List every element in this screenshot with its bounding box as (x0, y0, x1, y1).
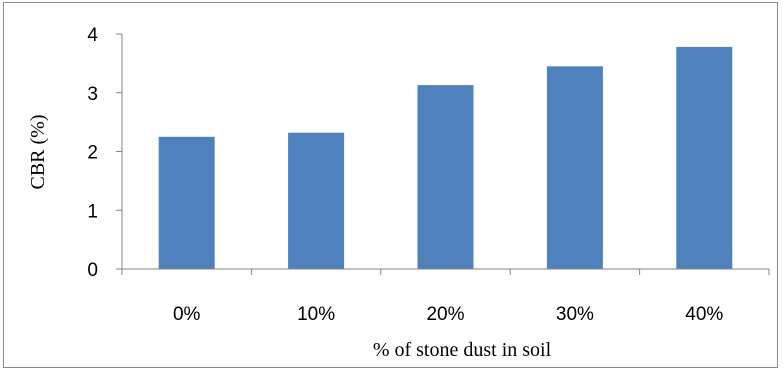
chart-area (3, 2, 778, 368)
x-tick-label: 0% (173, 304, 201, 325)
bar-1 (288, 132, 345, 269)
y-tick-label: 1 (87, 201, 98, 222)
y-axis-title: CBR (%) (27, 115, 49, 190)
y-ticks-group: 0 1 2 3 4 (87, 25, 122, 281)
x-tick-label: 40% (685, 304, 723, 325)
x-tick-label: 20% (426, 304, 464, 325)
bar-2 (417, 85, 474, 269)
x-axis-title: % of stone dust in soil (373, 339, 552, 361)
y-tick-label: 4 (87, 25, 98, 46)
bars-group (158, 46, 733, 269)
y-tick-label: 3 (87, 84, 98, 105)
y-tick-label: 0 (87, 260, 98, 281)
x-ticks-group: 0% 10% 20% 30% 40% (121, 269, 770, 325)
x-tick-label: 10% (297, 304, 335, 325)
bar-3 (546, 66, 603, 269)
y-tick-label: 2 (87, 143, 98, 164)
bar-4 (676, 46, 733, 269)
x-tick-label: 30% (556, 304, 594, 325)
bar-0 (158, 136, 215, 269)
